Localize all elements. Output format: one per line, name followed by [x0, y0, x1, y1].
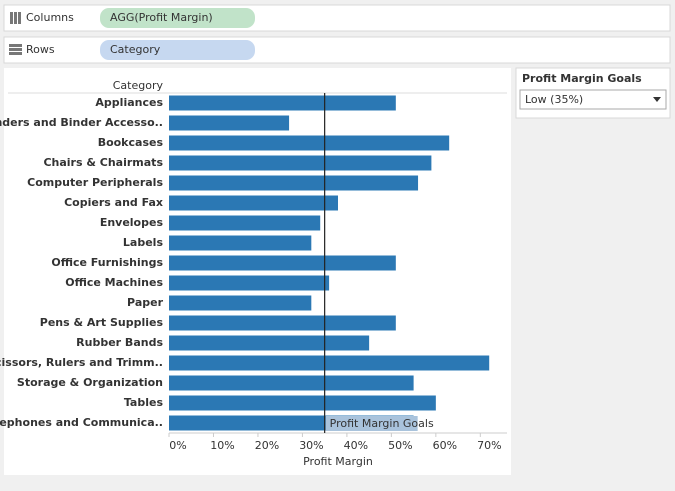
x-tick-label: 40% — [344, 439, 368, 452]
bar — [169, 275, 330, 291]
bar — [169, 255, 396, 271]
bar — [169, 195, 338, 211]
category-label: Labels — [123, 236, 164, 249]
dropdown-value[interactable]: Low (35%) — [525, 93, 583, 106]
row-header: Category — [113, 79, 164, 92]
shelf-label: Rows — [26, 43, 55, 56]
category-label: Pens & Art Supplies — [40, 316, 164, 329]
category-label: Telephones and Communica.. — [0, 416, 163, 429]
x-tick-label: 10% — [210, 439, 234, 452]
rows-icon — [9, 44, 22, 55]
category-label: Copiers and Fax — [64, 196, 163, 209]
pill[interactable] — [100, 8, 255, 28]
bar — [169, 155, 432, 171]
dropdown[interactable] — [519, 89, 667, 110]
bar — [169, 115, 290, 131]
x-tick-label: 50% — [388, 439, 412, 452]
category-label: Storage & Organization — [17, 376, 163, 389]
parameter-title: Profit Margin Goals — [522, 72, 642, 85]
bar — [169, 95, 396, 111]
bar — [169, 355, 490, 371]
x-tick-label: 20% — [255, 439, 279, 452]
category-label: Computer Peripherals — [27, 176, 163, 189]
bar — [169, 215, 321, 231]
bar — [169, 295, 312, 311]
bar — [169, 335, 370, 351]
x-axis-title: Profit Margin — [303, 455, 373, 468]
bar — [169, 375, 414, 391]
bar — [169, 175, 419, 191]
bar — [169, 135, 450, 151]
category-label: Binders and Binder Accesso.. — [0, 116, 163, 129]
reference-label-box — [325, 416, 418, 431]
category-label: Scissors, Rulers and Trimm.. — [0, 356, 163, 369]
category-label: Office Machines — [65, 276, 163, 289]
dropdown-arrow[interactable] — [653, 97, 661, 102]
columns-icon — [10, 12, 21, 24]
category-label: Appliances — [95, 96, 163, 109]
category-label: Bookcases — [98, 136, 164, 149]
x-tick-label: 30% — [299, 439, 323, 452]
category-label: Tables — [124, 396, 164, 409]
category-label: Chairs & Chairmats — [43, 156, 163, 169]
pill-text[interactable]: Category — [110, 43, 161, 56]
category-label: Rubber Bands — [76, 336, 163, 349]
bar — [169, 235, 312, 251]
x-tick-label: 70% — [477, 439, 501, 452]
x-tick-label: 0% — [169, 439, 186, 452]
x-tick-label: 60% — [433, 439, 457, 452]
category-label: Office Furnishings — [51, 256, 163, 269]
shelf-label: Columns — [26, 11, 74, 24]
category-label: Envelopes — [100, 216, 164, 229]
pill[interactable] — [100, 40, 255, 60]
bar — [169, 315, 396, 331]
bar — [169, 395, 436, 411]
pill-text[interactable]: AGG(Profit Margin) — [110, 11, 213, 24]
reference-label: Profit Margin Goals — [330, 417, 434, 430]
category-label: Paper — [127, 296, 164, 309]
